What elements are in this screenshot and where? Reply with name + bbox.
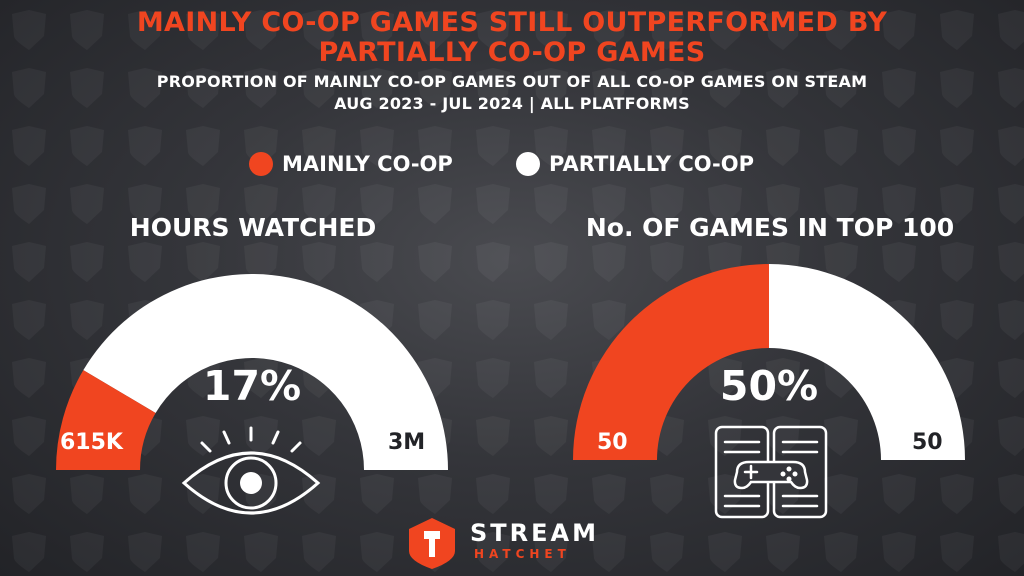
brand-sub: HATCHET <box>474 547 571 561</box>
chart-1-partially-value: 3M <box>388 430 426 455</box>
chart-title-line-2: PARTIALLY CO-OP GAMES <box>318 37 706 68</box>
chart-2-partially-value: 50 <box>912 430 943 455</box>
chart-2-mainly-value: 50 <box>597 430 628 455</box>
chart-subtitle-line-2: AUG 2023 - JUL 2024 | ALL PLATFORMS <box>334 94 690 113</box>
chart-2-title: No. OF GAMES IN TOP 100 <box>585 213 955 242</box>
chart-title-line-1: MAINLY CO-OP GAMES STILL OUTPERFORMED BY <box>136 7 888 38</box>
eye-icon <box>181 426 321 515</box>
stream-hatchet-logo-icon <box>409 518 455 569</box>
chart-1-title: HOURS WATCHED <box>129 213 377 242</box>
chart-1-mainly-value: 615K <box>60 430 123 455</box>
chart-1-percent: 17% <box>202 362 302 410</box>
games-top100-gauge <box>573 264 965 460</box>
brand-name: STREAM <box>470 519 599 547</box>
gauge-segment-partially-co-op <box>769 264 965 460</box>
chart-2-percent: 50% <box>719 362 819 410</box>
legend-label-mainly: MAINLY CO-OP <box>282 152 453 176</box>
chart-subtitle-line-1: PROPORTION OF MAINLY CO-OP GAMES OUT OF … <box>156 72 868 91</box>
legend-dot-partially <box>516 152 540 176</box>
gauge-segment-partially-co-op <box>83 274 449 470</box>
gamepad-book-icon <box>714 425 828 519</box>
legend-label-partially: PARTIALLY CO-OP <box>549 152 754 176</box>
gauge-segment-mainly-co-op <box>573 264 769 460</box>
gauge-segment-mainly-co-op <box>56 370 156 470</box>
legend-dot-mainly <box>249 152 273 176</box>
hours-watched-gauge <box>56 274 449 470</box>
